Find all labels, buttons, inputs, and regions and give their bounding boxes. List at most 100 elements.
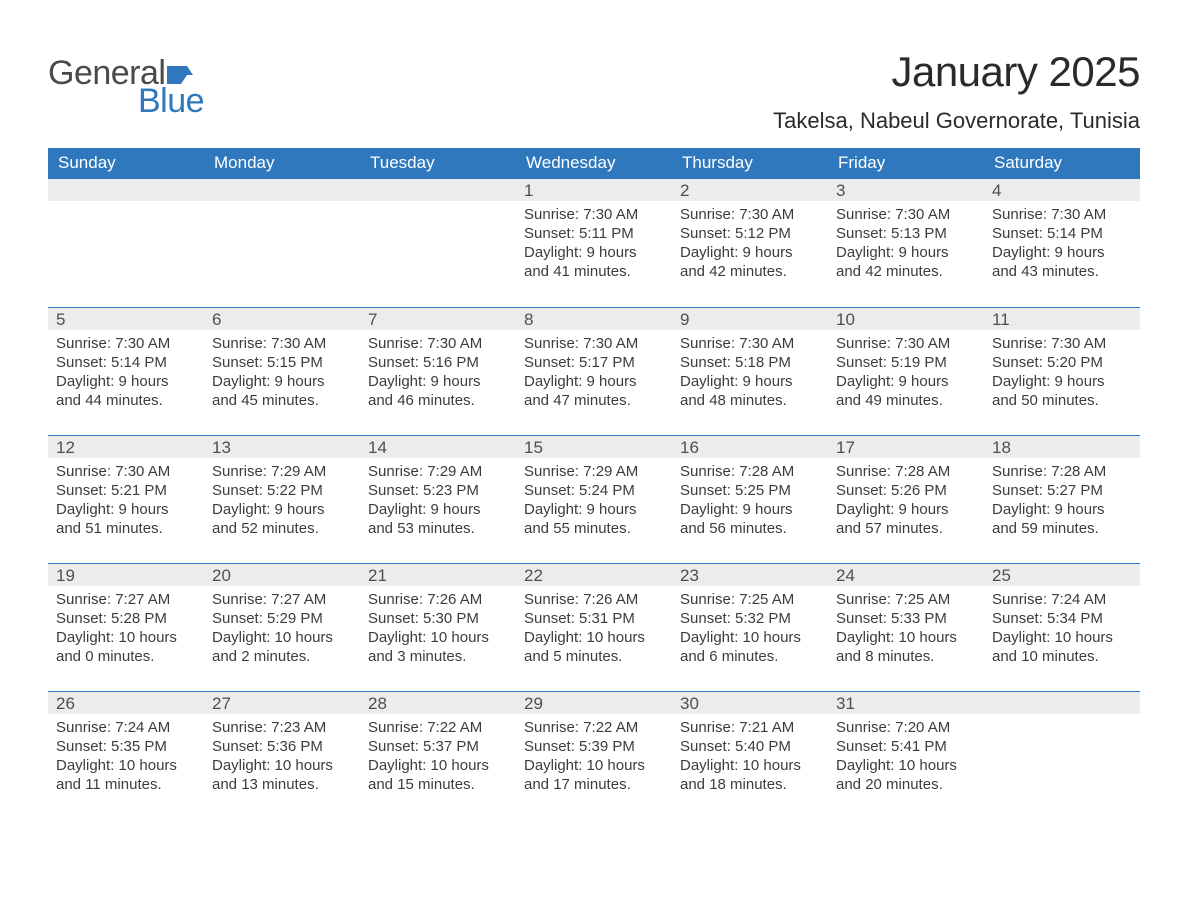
- day-dl2: and 43 minutes.: [992, 262, 1132, 281]
- calendar-cell: 27Sunrise: 7:23 AMSunset: 5:36 PMDayligh…: [204, 691, 360, 819]
- day-details: Sunrise: 7:30 AMSunset: 5:12 PMDaylight:…: [672, 201, 828, 281]
- day-dl2: and 13 minutes.: [212, 775, 352, 794]
- day-sunrise: Sunrise: 7:30 AM: [992, 205, 1132, 224]
- day-number: 9: [672, 308, 828, 330]
- day-details: Sunrise: 7:29 AMSunset: 5:24 PMDaylight:…: [516, 458, 672, 538]
- day-dl2: and 0 minutes.: [56, 647, 196, 666]
- day-number: 21: [360, 564, 516, 586]
- day-sunrise: Sunrise: 7:26 AM: [524, 590, 664, 609]
- header-row: General Blue January 2025 Takelsa, Nabeu…: [48, 48, 1140, 134]
- day-sunrise: Sunrise: 7:28 AM: [680, 462, 820, 481]
- day-sunset: Sunset: 5:24 PM: [524, 481, 664, 500]
- day-sunrise: Sunrise: 7:28 AM: [836, 462, 976, 481]
- calendar-cell: 22Sunrise: 7:26 AMSunset: 5:31 PMDayligh…: [516, 563, 672, 691]
- day-sunrise: Sunrise: 7:30 AM: [992, 334, 1132, 353]
- calendar-cell: 16Sunrise: 7:28 AMSunset: 5:25 PMDayligh…: [672, 435, 828, 563]
- day-sunset: Sunset: 5:28 PM: [56, 609, 196, 628]
- day-dl1: Daylight: 10 hours: [212, 628, 352, 647]
- day-number: 19: [48, 564, 204, 586]
- day-sunrise: Sunrise: 7:30 AM: [524, 334, 664, 353]
- day-sunset: Sunset: 5:37 PM: [368, 737, 508, 756]
- day-dl1: Daylight: 9 hours: [992, 243, 1132, 262]
- day-sunset: Sunset: 5:34 PM: [992, 609, 1132, 628]
- day-dl2: and 56 minutes.: [680, 519, 820, 538]
- calendar-week-row: 12Sunrise: 7:30 AMSunset: 5:21 PMDayligh…: [48, 435, 1140, 563]
- calendar-cell: 26Sunrise: 7:24 AMSunset: 5:35 PMDayligh…: [48, 691, 204, 819]
- day-number: 1: [516, 179, 672, 201]
- day-number: 6: [204, 308, 360, 330]
- day-sunrise: Sunrise: 7:24 AM: [56, 718, 196, 737]
- day-dl1: Daylight: 10 hours: [56, 628, 196, 647]
- calendar-body: 1Sunrise: 7:30 AMSunset: 5:11 PMDaylight…: [48, 179, 1140, 819]
- calendar-cell: 21Sunrise: 7:26 AMSunset: 5:30 PMDayligh…: [360, 563, 516, 691]
- day-sunrise: Sunrise: 7:24 AM: [992, 590, 1132, 609]
- day-sunset: Sunset: 5:23 PM: [368, 481, 508, 500]
- day-dl2: and 47 minutes.: [524, 391, 664, 410]
- day-details: [984, 714, 1140, 718]
- calendar-cell: 14Sunrise: 7:29 AMSunset: 5:23 PMDayligh…: [360, 435, 516, 563]
- day-number: 25: [984, 564, 1140, 586]
- day-dl1: Daylight: 9 hours: [368, 500, 508, 519]
- day-dl1: Daylight: 9 hours: [524, 372, 664, 391]
- day-details: Sunrise: 7:25 AMSunset: 5:32 PMDaylight:…: [672, 586, 828, 666]
- day-dl1: Daylight: 10 hours: [368, 756, 508, 775]
- day-dl1: Daylight: 9 hours: [212, 500, 352, 519]
- day-number: 30: [672, 692, 828, 714]
- day-details: Sunrise: 7:30 AMSunset: 5:19 PMDaylight:…: [828, 330, 984, 410]
- day-details: Sunrise: 7:30 AMSunset: 5:14 PMDaylight:…: [48, 330, 204, 410]
- day-sunset: Sunset: 5:21 PM: [56, 481, 196, 500]
- weekday-header: Sunday: [48, 148, 204, 179]
- day-sunrise: Sunrise: 7:26 AM: [368, 590, 508, 609]
- calendar-cell: 25Sunrise: 7:24 AMSunset: 5:34 PMDayligh…: [984, 563, 1140, 691]
- day-details: Sunrise: 7:30 AMSunset: 5:13 PMDaylight:…: [828, 201, 984, 281]
- day-number: 2: [672, 179, 828, 201]
- day-details: Sunrise: 7:27 AMSunset: 5:29 PMDaylight:…: [204, 586, 360, 666]
- day-dl2: and 11 minutes.: [56, 775, 196, 794]
- day-number: 13: [204, 436, 360, 458]
- day-sunrise: Sunrise: 7:30 AM: [524, 205, 664, 224]
- day-dl1: Daylight: 10 hours: [524, 628, 664, 647]
- calendar-cell: 2Sunrise: 7:30 AMSunset: 5:12 PMDaylight…: [672, 179, 828, 307]
- calendar-week-row: 26Sunrise: 7:24 AMSunset: 5:35 PMDayligh…: [48, 691, 1140, 819]
- calendar-cell: 18Sunrise: 7:28 AMSunset: 5:27 PMDayligh…: [984, 435, 1140, 563]
- day-dl1: Daylight: 10 hours: [680, 628, 820, 647]
- day-number: [48, 179, 204, 201]
- day-details: Sunrise: 7:21 AMSunset: 5:40 PMDaylight:…: [672, 714, 828, 794]
- brand-logo: General Blue: [48, 56, 204, 118]
- day-details: Sunrise: 7:22 AMSunset: 5:39 PMDaylight:…: [516, 714, 672, 794]
- day-dl2: and 8 minutes.: [836, 647, 976, 666]
- day-sunrise: Sunrise: 7:20 AM: [836, 718, 976, 737]
- day-number: 8: [516, 308, 672, 330]
- day-sunset: Sunset: 5:18 PM: [680, 353, 820, 372]
- day-dl1: Daylight: 10 hours: [56, 756, 196, 775]
- day-sunset: Sunset: 5:19 PM: [836, 353, 976, 372]
- weekday-header: Monday: [204, 148, 360, 179]
- day-sunrise: Sunrise: 7:22 AM: [368, 718, 508, 737]
- day-sunset: Sunset: 5:30 PM: [368, 609, 508, 628]
- day-dl1: Daylight: 9 hours: [992, 372, 1132, 391]
- day-number: 16: [672, 436, 828, 458]
- calendar-cell: 8Sunrise: 7:30 AMSunset: 5:17 PMDaylight…: [516, 307, 672, 435]
- day-details: Sunrise: 7:30 AMSunset: 5:18 PMDaylight:…: [672, 330, 828, 410]
- day-details: Sunrise: 7:26 AMSunset: 5:30 PMDaylight:…: [360, 586, 516, 666]
- day-sunrise: Sunrise: 7:21 AM: [680, 718, 820, 737]
- day-dl1: Daylight: 9 hours: [524, 500, 664, 519]
- day-number: 5: [48, 308, 204, 330]
- day-dl1: Daylight: 9 hours: [212, 372, 352, 391]
- day-dl2: and 45 minutes.: [212, 391, 352, 410]
- day-details: [204, 201, 360, 205]
- calendar-cell: 12Sunrise: 7:30 AMSunset: 5:21 PMDayligh…: [48, 435, 204, 563]
- day-number: 29: [516, 692, 672, 714]
- day-sunrise: Sunrise: 7:25 AM: [836, 590, 976, 609]
- calendar-cell: 29Sunrise: 7:22 AMSunset: 5:39 PMDayligh…: [516, 691, 672, 819]
- day-sunset: Sunset: 5:14 PM: [56, 353, 196, 372]
- day-sunrise: Sunrise: 7:30 AM: [368, 334, 508, 353]
- day-dl1: Daylight: 9 hours: [56, 500, 196, 519]
- day-dl2: and 48 minutes.: [680, 391, 820, 410]
- day-sunrise: Sunrise: 7:27 AM: [212, 590, 352, 609]
- day-details: Sunrise: 7:29 AMSunset: 5:22 PMDaylight:…: [204, 458, 360, 538]
- day-dl2: and 49 minutes.: [836, 391, 976, 410]
- day-dl2: and 42 minutes.: [836, 262, 976, 281]
- day-number: 31: [828, 692, 984, 714]
- day-sunrise: Sunrise: 7:30 AM: [680, 334, 820, 353]
